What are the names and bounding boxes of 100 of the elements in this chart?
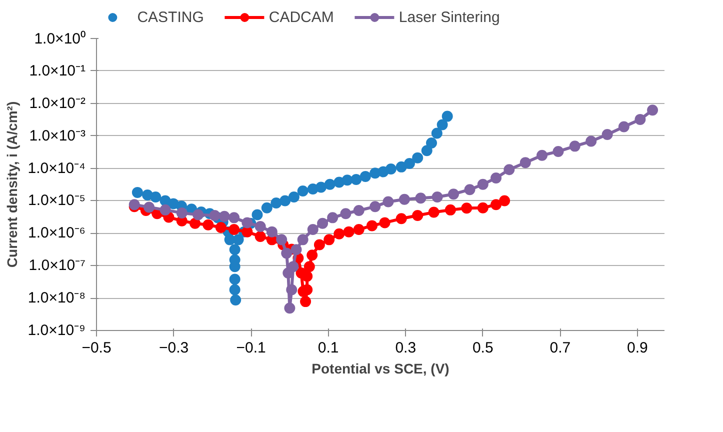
point: [190, 218, 201, 229]
point: [315, 182, 326, 193]
point: [286, 284, 298, 296]
y-axis-title: Current density, i (A/cm²): [4, 101, 20, 268]
y-tick-label: 1.0×10⁻²: [29, 94, 86, 112]
y-tick-label: 1.0×10⁻⁹: [28, 322, 86, 339]
point: [229, 244, 240, 256]
point: [385, 164, 396, 174]
point: [342, 174, 353, 186]
point: [215, 222, 226, 233]
point: [302, 270, 313, 282]
point: [304, 261, 315, 272]
point: [618, 121, 630, 132]
point: [284, 302, 296, 314]
x-tick-label: 0.7: [550, 340, 571, 356]
point: [290, 244, 302, 256]
y-tick-label: 1.0×10⁻⁸: [28, 290, 86, 307]
x-tick-label: 0.9: [627, 340, 648, 356]
point: [229, 284, 240, 296]
y-tick-label: 1.0×10⁻⁷: [28, 257, 86, 274]
point: [144, 202, 155, 213]
x-tick-label: 0.1: [318, 340, 339, 356]
point: [192, 209, 204, 220]
point: [281, 248, 292, 259]
x-tick-label: 0.5: [472, 340, 494, 356]
point: [150, 192, 162, 203]
point: [314, 239, 325, 250]
point: [442, 110, 453, 122]
point: [209, 210, 220, 222]
point: [334, 228, 345, 240]
point: [261, 202, 272, 214]
y-tick-label: 1.0×10⁻⁴: [28, 160, 86, 177]
y-tick-label: 1.0×10⁻¹: [29, 62, 86, 80]
point: [242, 226, 253, 238]
point: [324, 234, 335, 246]
point: [536, 150, 548, 161]
point: [436, 119, 448, 130]
point: [602, 129, 613, 140]
point: [266, 226, 278, 238]
point: [132, 186, 143, 198]
point: [340, 208, 352, 220]
point: [350, 174, 362, 186]
point: [634, 114, 646, 125]
point: [490, 199, 502, 210]
point: [228, 224, 240, 235]
point: [297, 234, 308, 246]
point: [499, 195, 510, 206]
point: [426, 138, 438, 149]
point: [254, 231, 266, 242]
y-tick-label: 1.0×10⁻⁶: [28, 224, 86, 242]
point: [379, 217, 390, 228]
point: [490, 172, 502, 184]
y-tick-label: 1.0×10⁻³: [29, 127, 86, 144]
point: [307, 224, 318, 235]
point: [327, 212, 338, 224]
point: [477, 178, 488, 190]
point: [230, 294, 242, 306]
x-tick-label: 0.3: [395, 340, 416, 356]
x-tick-label: −0.3: [158, 340, 189, 356]
point: [444, 204, 456, 216]
point: [415, 192, 426, 204]
point: [552, 146, 564, 157]
x-tick-label: −0.5: [82, 340, 112, 356]
point: [477, 202, 488, 214]
point: [353, 205, 364, 216]
point: [404, 158, 415, 170]
point: [432, 192, 443, 203]
point: [461, 202, 472, 214]
point: [218, 210, 230, 222]
point: [431, 128, 442, 139]
point: [343, 226, 354, 238]
y-tick-label: 1.0×10⁻⁵: [28, 192, 86, 210]
point: [504, 164, 515, 176]
point: [421, 145, 432, 156]
point: [353, 224, 364, 235]
point: [242, 217, 253, 228]
point: [300, 296, 312, 308]
point: [228, 212, 240, 224]
point: [270, 198, 282, 208]
point: [360, 170, 371, 182]
point: [396, 161, 407, 172]
point: [254, 221, 266, 232]
legend-label: Laser Sintering: [398, 8, 500, 26]
point: [297, 185, 308, 196]
point: [586, 136, 597, 147]
point: [382, 196, 394, 208]
point: [276, 234, 288, 246]
point: [412, 152, 424, 164]
point: [160, 204, 171, 216]
point: [396, 213, 407, 224]
point: [202, 219, 214, 230]
point: [317, 218, 328, 229]
point: [366, 220, 378, 232]
point: [464, 184, 476, 196]
point: [229, 274, 240, 285]
x-axis-title: Potential vs SCE, (V): [312, 360, 450, 376]
point: [252, 209, 263, 220]
point: [520, 157, 531, 168]
x-tick-label: −0.1: [236, 340, 266, 356]
point: [569, 140, 580, 152]
